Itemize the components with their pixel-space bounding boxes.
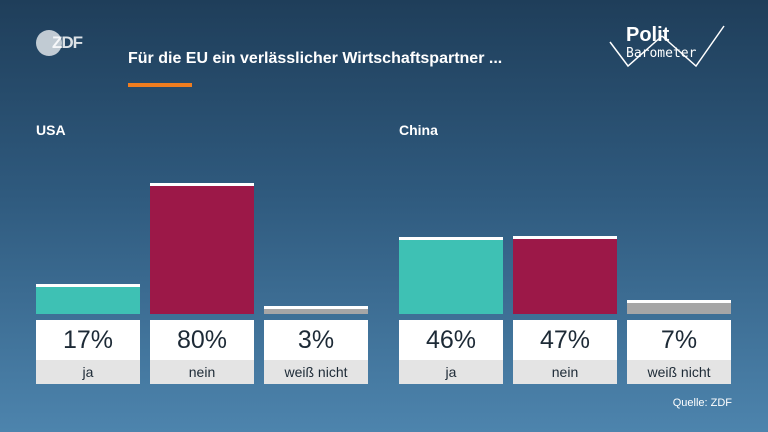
bar-usa-weiss-nicht: [264, 306, 368, 314]
category-label-usa-ja: ja: [36, 360, 140, 384]
value-label-china-nein: 47%: [513, 320, 617, 360]
bar-usa-ja: [36, 283, 140, 314]
checkmark-icon: [609, 25, 725, 68]
value-label-usa-nein: 80%: [150, 320, 254, 360]
source-note: Quelle: ZDF: [672, 397, 732, 409]
category-label-china-weiss-nicht: weiß nicht: [627, 360, 731, 384]
value-label-china-ja: 46%: [399, 320, 503, 360]
bar-china-ja: [399, 237, 503, 314]
zdf-logo: ZDF: [36, 30, 83, 56]
category-label-china-ja: ja: [399, 360, 503, 384]
value-label-usa-weiss-nicht: 3%: [264, 320, 368, 360]
bar-usa-nein: [150, 183, 254, 314]
zdf-logo-text: ZDF: [52, 33, 83, 52]
value-label-usa-ja: 17%: [36, 320, 140, 360]
group-label-usa: USA: [36, 122, 66, 138]
politbarometer-line2: Barometer: [626, 46, 697, 61]
bar-china-weiss-nicht: [627, 299, 731, 314]
category-label-china-nein: nein: [513, 360, 617, 384]
zdf-logo-icon: [36, 30, 62, 56]
value-label-china-weiss-nicht: 7%: [627, 320, 731, 360]
politbarometer-logo: Polit Barometer: [606, 22, 726, 74]
group-label-china: China: [399, 122, 438, 138]
politbarometer-line1: Polit: [626, 24, 670, 46]
title-accent-bar: [128, 83, 192, 87]
category-label-usa-weiss-nicht: weiß nicht: [264, 360, 368, 384]
category-label-usa-nein: nein: [150, 360, 254, 384]
bar-china-nein: [513, 235, 617, 314]
chart-title: Für die EU ein verlässlicher Wirtschafts…: [128, 50, 503, 67]
